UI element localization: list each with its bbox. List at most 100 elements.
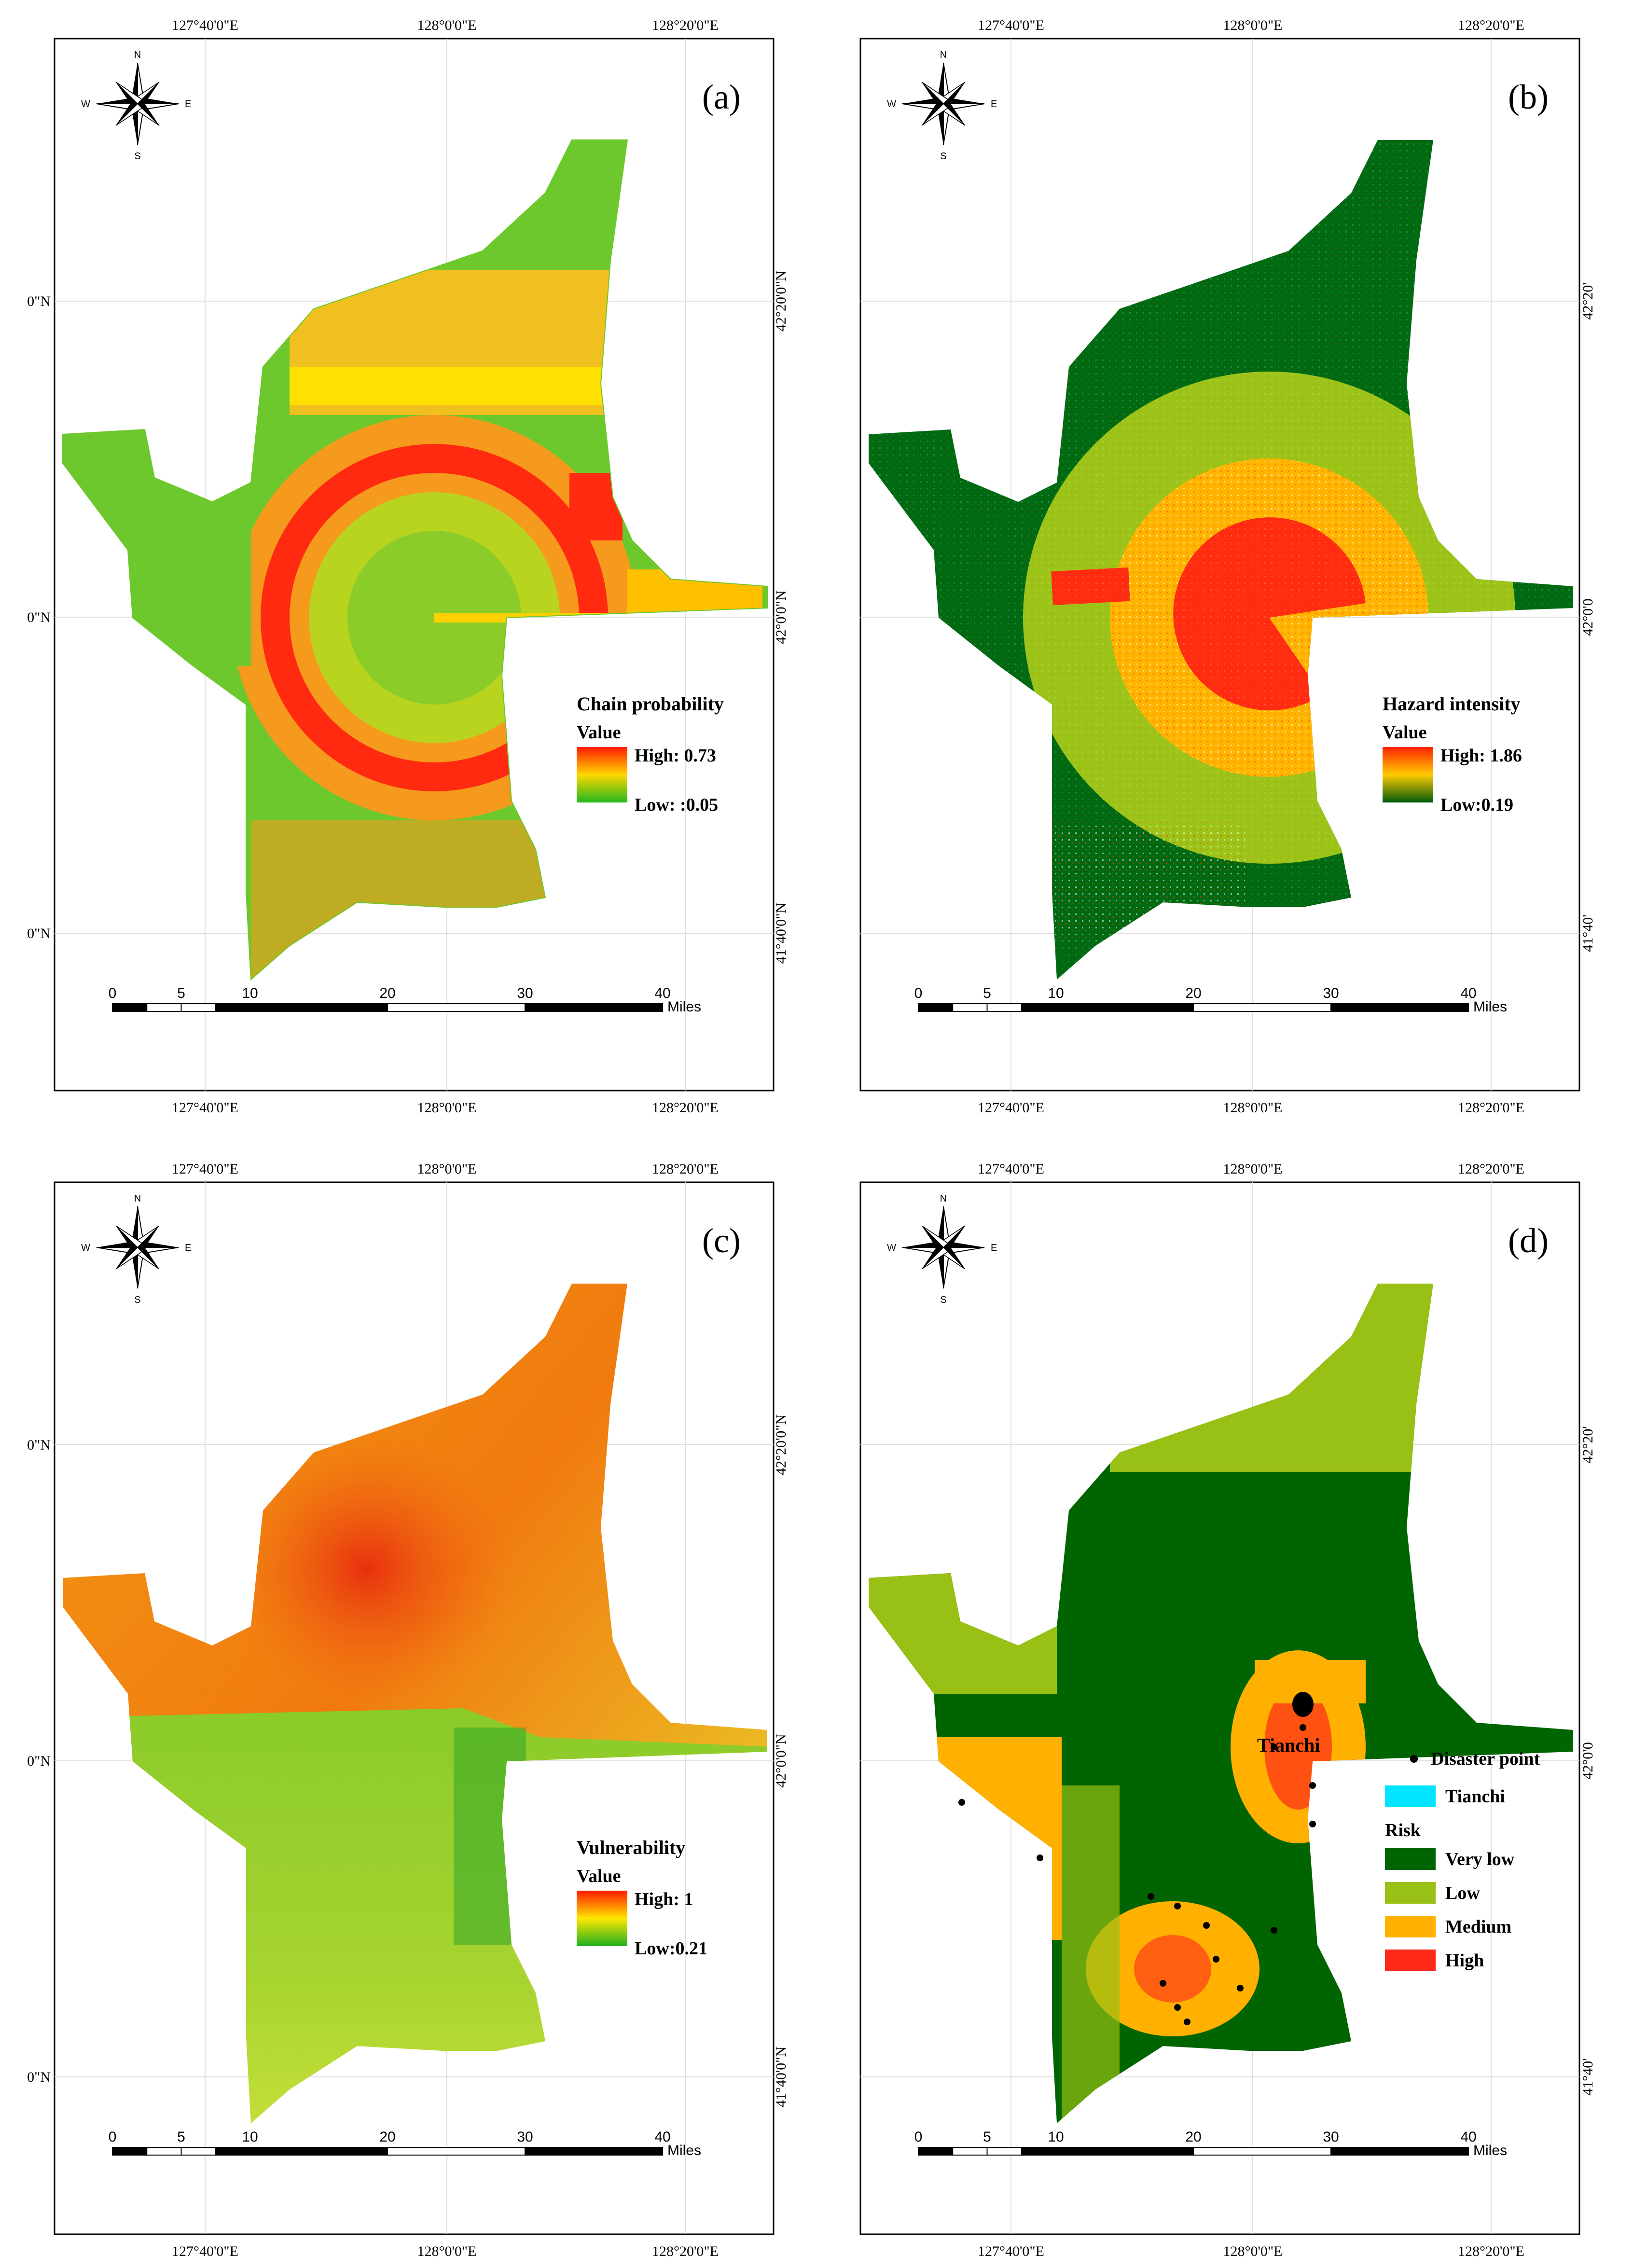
scalebar-label: 40 [654,2129,670,2145]
scalebar-segment [387,1003,526,1012]
left-tick: 0"N [27,2069,51,2085]
panel-b-compass: N S E W [887,50,997,162]
scalebar-label: 30 [517,2129,533,2145]
top-tick: 128°20'0"E [652,17,719,33]
scalebar-label: 30 [1323,985,1339,1001]
legend-disaster-point: Disaster point [1431,1749,1540,1769]
left-tick: 0"N [27,926,51,941]
top-tick: 127°40'0"E [172,17,238,33]
top-tick: 128°20'0"E [1458,17,1524,33]
left-tick: 0"N [27,609,51,625]
panel-label: (b) [1508,78,1549,116]
compass-w-label: W [887,99,896,110]
left-tick: 0"N [27,1437,51,1453]
scalebar-label: 0 [914,2129,923,2145]
panel-d: Tianchi 127°40'0"E 128°0'0"E 128°20'0"E … [859,1161,1596,2259]
scalebar-label: 10 [242,985,258,1001]
compass-rose-icon [96,62,179,145]
right-tick: 42°0'0 [1580,598,1596,636]
legend-subtitle: Value [577,1866,621,1886]
disaster-point-icon [1410,1755,1418,1763]
scalebar-label: 30 [1323,2129,1339,2145]
left-tick: 0"N [27,1753,51,1769]
right-tick: 42°20'0"N [773,1414,789,1475]
right-tick: 42°0'0 [1580,1742,1596,1779]
compass-n-label: N [134,50,141,60]
scalebar-label: 40 [1460,2129,1476,2145]
right-tick: 42°0'0"N [773,590,789,644]
bottom-tick: 128°20'0"E [652,1100,719,1116]
panel-a-bottom-ticks: 127°40'0"E 128°0'0"E 128°20'0"E [172,1100,719,1116]
panel-label: (a) [702,78,741,116]
scalebar-segment [1193,2147,1331,2156]
legend-low: Low:0.19 [1440,795,1513,815]
compass-w-label: W [887,1243,896,1253]
legend-risk-title: Risk [1385,1820,1421,1840]
panel-c-right-ticks: 42°20'0"N 42°0'0"N 41°40'0"N [773,1414,789,2107]
compass-s-label: S [134,1295,140,1305]
risk-swatch [1385,1916,1436,1937]
scalebar-segment [1055,1003,1194,1012]
bottom-tick: 128°0'0"E [1223,1100,1283,1116]
bottom-tick: 127°40'0"E [978,2243,1044,2259]
top-tick: 128°0'0"E [1223,1161,1283,1177]
panel-b-top-ticks: 127°40'0"E 128°0'0"E 128°20'0"E [978,17,1524,33]
panel-c-legend: Vulnerability Value High: 1 Low:0.21 [577,1837,707,1959]
scalebar-label: 30 [517,985,533,1001]
panel-b-legend: Hazard intensity Value High: 1.86 Low:0.… [1383,693,1522,815]
compass-e-label: E [991,1243,997,1253]
legend-ramp [577,747,627,802]
scalebar-unit: Miles [1473,2143,1507,2158]
right-tick: 41°40'0"N [773,903,789,964]
panel-c-left-ticks: 0"N 0"N 0"N [27,1437,51,2085]
scalebar-label: 0 [914,985,923,1001]
top-tick: 128°0'0"E [417,1161,477,1177]
disaster-points [958,1724,1316,2025]
bottom-tick: 128°20'0"E [652,2243,719,2259]
right-tick: 41°40' [1580,2058,1596,2095]
compass-e-label: E [185,99,191,110]
legend-low: Low: :0.05 [635,795,718,815]
right-tick: 42°20' [1580,282,1596,319]
scalebar-unit: Miles [1473,999,1507,1015]
scalebar-segment [1330,1003,1469,1012]
scalebar-label: 20 [1185,985,1201,1001]
compass-rose-icon [902,62,985,145]
scalebar-label: 20 [379,985,395,1001]
scalebar-label: 20 [1185,2129,1201,2145]
compass-s-label: S [134,151,140,162]
panel-b: 127°40'0"E 128°0'0"E 128°20'0"E 127°40'0… [859,17,1596,1116]
scalebar-label: 40 [1460,985,1476,1001]
top-tick: 128°20'0"E [652,1161,719,1177]
scalebar-label: 5 [177,2129,185,2145]
panel-a-compass: N S E W [81,50,191,162]
compass-s-label: S [940,1295,946,1305]
scalebar-segment [249,2147,388,2156]
left-tick: 0"N [27,293,51,309]
panel-label: (c) [702,1221,741,1260]
scalebar-label: 20 [379,2129,395,2145]
legend-high: High: 1 [635,1889,693,1909]
scalebar-unit: Miles [667,2143,701,2158]
scalebar-label: 10 [1048,2129,1064,2145]
panel-a-right-ticks: 42°20'0"N 42°0'0"N 41°40'0"N [773,271,789,964]
right-tick: 41°40'0"N [773,2047,789,2107]
bottom-tick: 128°0'0"E [1223,2243,1283,2259]
legend-title: Hazard intensity [1383,693,1521,715]
scalebar-label: 40 [654,985,670,1001]
risk-swatch [1385,1848,1436,1870]
compass-w-label: W [81,99,90,110]
risk-label: Medium [1445,1917,1511,1937]
compass-rose-icon [902,1206,985,1289]
tianchi-swatch [1385,1785,1436,1807]
legend-high: High: 1.86 [1440,746,1522,766]
risk-swatch [1385,1882,1436,1904]
panel-a: 127°40'0"E 128°0'0"E 128°20'0"E 127°40'0… [27,17,789,1116]
panel-c-compass: N S E W [81,1193,191,1305]
scalebar-label: 10 [1048,985,1064,1001]
panel-a-legend: Chain probability Value High: 0.73 Low: … [577,693,724,815]
